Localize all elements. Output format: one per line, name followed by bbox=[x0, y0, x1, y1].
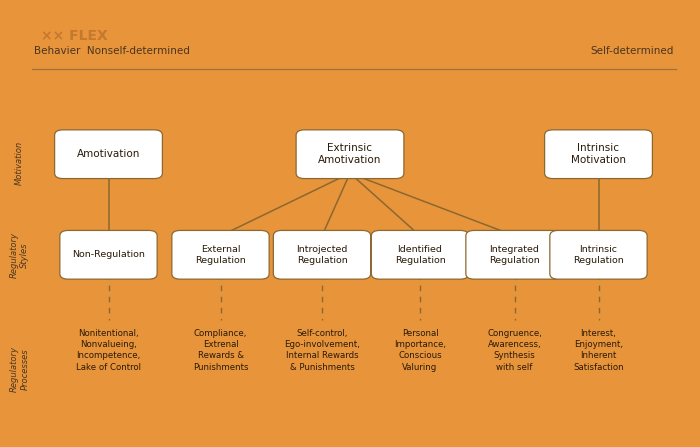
FancyBboxPatch shape bbox=[550, 231, 647, 279]
Text: Regulatory
Processes: Regulatory Processes bbox=[10, 346, 29, 392]
Text: Compliance,
Extrenal
Rewards &
Punishments: Compliance, Extrenal Rewards & Punishmen… bbox=[193, 329, 248, 372]
Text: Non-Regulation: Non-Regulation bbox=[72, 250, 145, 259]
Text: ×× FLEX: ×× FLEX bbox=[41, 29, 107, 43]
Text: Regulatory
Styles: Regulatory Styles bbox=[10, 232, 29, 278]
Text: Extrinsic
Amotivation: Extrinsic Amotivation bbox=[318, 143, 382, 165]
Text: Self-control,
Ego-involvement,
Internal Rewards
& Punishments: Self-control, Ego-involvement, Internal … bbox=[284, 329, 360, 372]
Text: Congruence,
Awarencess,
Synthesis
with self: Congruence, Awarencess, Synthesis with s… bbox=[487, 329, 542, 372]
FancyBboxPatch shape bbox=[296, 130, 404, 179]
Text: Identified
Regulation: Identified Regulation bbox=[395, 245, 445, 265]
Text: External
Regulation: External Regulation bbox=[195, 245, 246, 265]
FancyBboxPatch shape bbox=[60, 231, 158, 279]
FancyBboxPatch shape bbox=[466, 231, 563, 279]
FancyBboxPatch shape bbox=[55, 130, 162, 179]
Text: Nonitentional,
Nonvalueing,
Incompetence,
Lake of Control: Nonitentional, Nonvalueing, Incompetence… bbox=[76, 329, 141, 372]
Text: Amotivation: Amotivation bbox=[77, 149, 140, 159]
FancyBboxPatch shape bbox=[371, 231, 469, 279]
FancyBboxPatch shape bbox=[273, 231, 371, 279]
FancyBboxPatch shape bbox=[545, 130, 652, 179]
Text: Intrinsic
Regulation: Intrinsic Regulation bbox=[573, 245, 624, 265]
Text: Intrinsic
Motivation: Intrinsic Motivation bbox=[571, 143, 626, 165]
Text: Introjected
Regulation: Introjected Regulation bbox=[296, 245, 348, 265]
Text: Self-determined: Self-determined bbox=[590, 46, 673, 56]
Text: Personal
Importance,
Conscious
Valuring: Personal Importance, Conscious Valuring bbox=[394, 329, 446, 372]
Text: Behavier  Nonself-determined: Behavier Nonself-determined bbox=[34, 46, 190, 56]
Text: Interest,
Enjoyment,
Inherent
Satisfaction: Interest, Enjoyment, Inherent Satisfacti… bbox=[573, 329, 624, 372]
Text: Motivation: Motivation bbox=[15, 141, 24, 185]
Text: Integrated
Regulation: Integrated Regulation bbox=[489, 245, 540, 265]
FancyBboxPatch shape bbox=[172, 231, 270, 279]
